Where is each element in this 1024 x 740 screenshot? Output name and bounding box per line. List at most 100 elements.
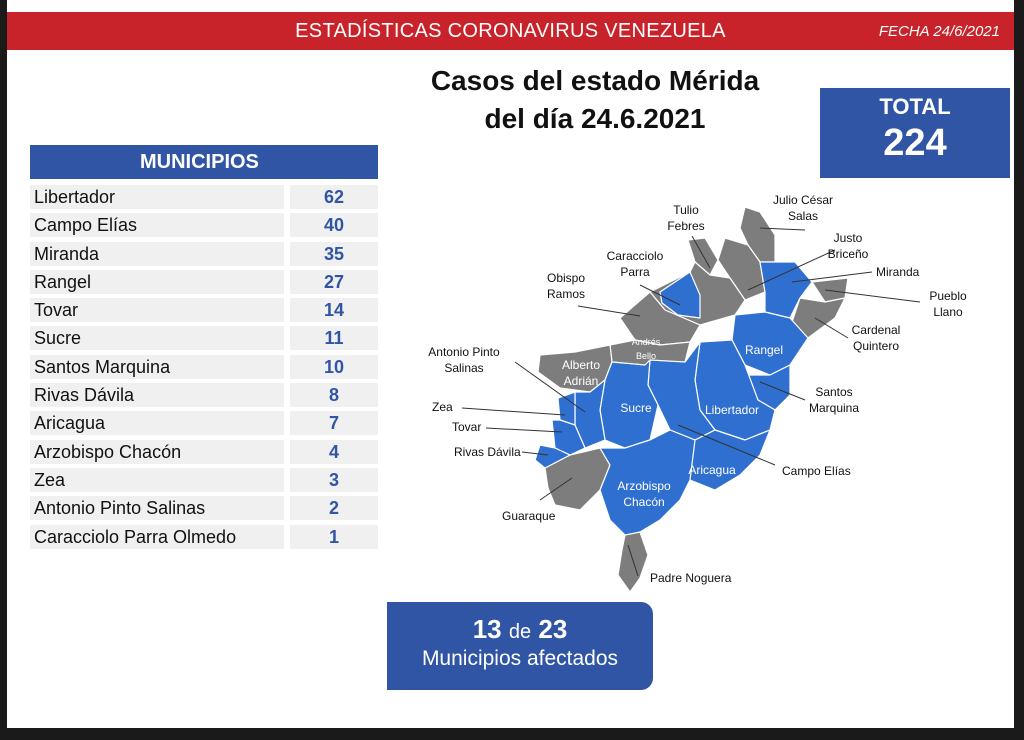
row-value: 8 — [290, 383, 378, 408]
row-value: 40 — [290, 213, 378, 238]
row-value: 11 — [290, 326, 378, 351]
header-banner: ESTADÍSTICAS CORONAVIRUS VENEZUELA FECHA… — [7, 12, 1014, 50]
row-name: Antonio Pinto Salinas — [30, 496, 284, 521]
label-cardenal-2: Quintero — [853, 339, 899, 353]
leader-cardenal — [814, 317, 849, 339]
label-guaraque: Guaraque — [502, 509, 556, 523]
table-row: Miranda 35 — [30, 240, 380, 268]
row-value: 10 — [290, 354, 378, 379]
total-box: TOTAL 224 — [820, 88, 1010, 178]
total-label: TOTAL — [879, 94, 951, 119]
region-caracciolo-parra — [659, 271, 701, 319]
leader-guaraque — [539, 477, 573, 501]
total-value: 224 — [883, 122, 947, 164]
label-tovar: Tovar — [452, 420, 481, 434]
label-caracciolo-2: Parra — [620, 265, 650, 279]
row-value: 7 — [290, 411, 378, 436]
label-caracciolo-1: Caracciolo — [607, 249, 664, 263]
leader-tulio — [691, 235, 711, 269]
frame-left — [0, 0, 7, 740]
row-name: Santos Marquina — [30, 354, 284, 379]
leader-obispo — [577, 305, 641, 317]
page-title-line1: Casos del estado Mérida — [430, 65, 760, 96]
label-tulio-1: Tulio — [673, 203, 699, 217]
leader-pueblo — [824, 289, 921, 303]
label-antonio-2: Salinas — [444, 361, 483, 375]
page-title-line2: del día 24.6.2021 — [484, 103, 706, 134]
row-name: Libertador — [30, 185, 284, 209]
affected-box: 13 de 23 Municipios afectados — [387, 602, 653, 690]
row-value: 62 — [290, 185, 378, 209]
row-name: Tovar — [30, 298, 284, 323]
row-name: Rangel — [30, 269, 284, 294]
label-justo-1: Justo — [834, 231, 863, 245]
row-value: 4 — [290, 439, 378, 464]
label-arzobispo-2: Chacón — [623, 495, 664, 509]
row-value: 27 — [290, 269, 378, 294]
row-value: 35 — [290, 241, 378, 266]
label-cardenal-1: Cardenal — [852, 323, 901, 337]
row-value: 14 — [290, 298, 378, 323]
page-title: Casos del estado Mérida del día 24.6.202… — [370, 62, 820, 138]
municipios-table: Libertador 62 Campo Elías 40 Miranda 35 Ran… — [30, 183, 380, 551]
label-julio-2: Salas — [788, 209, 818, 223]
leader-justo — [747, 249, 836, 291]
affected-count: 13 — [472, 614, 502, 644]
banner-date: FECHA 24/6/2021 — [878, 23, 1000, 40]
frame-bottom — [0, 728, 1024, 740]
label-rangel: Rangel — [745, 343, 783, 357]
leader-padre — [627, 544, 639, 577]
leader-antonio — [514, 361, 586, 413]
merida-map: Tulio Febres Julio César Salas Justo Bri… — [428, 193, 967, 593]
leader-rivas — [521, 451, 549, 456]
row-name: Zea — [30, 467, 284, 492]
leader-campo — [677, 424, 776, 466]
region-rivas-davila — [534, 444, 571, 469]
table-row: Tovar 14 — [30, 296, 380, 324]
label-arzobispo-1: Arzobispo — [617, 479, 671, 493]
row-name: Miranda — [30, 241, 284, 266]
label-padre: Padre Noguera — [650, 571, 732, 585]
leader-julio — [759, 227, 806, 231]
label-alberto-1: Alberto — [562, 358, 600, 372]
table-row: Campo Elías 40 — [30, 211, 380, 239]
label-alberto-2: Adrián — [564, 374, 599, 388]
row-value: 2 — [290, 496, 378, 521]
table-row: Santos Marquina 10 — [30, 353, 380, 381]
label-sucre: Sucre — [620, 401, 652, 415]
table-row: Zea 3 — [30, 466, 380, 494]
region-justo-briceno — [717, 237, 766, 301]
affected-connector: de — [508, 621, 532, 643]
leader-caracciolo — [639, 284, 681, 306]
table-row: Rivas Dávila 8 — [30, 381, 380, 409]
leader-tovar — [485, 427, 563, 433]
banner-title: ESTADÍSTICAS CORONAVIRUS VENEZUELA — [295, 20, 726, 42]
row-name: Sucre — [30, 326, 284, 351]
region-aricagua — [679, 429, 771, 491]
label-obispo-1: Obispo — [547, 271, 585, 285]
label-santos-1: Santos — [815, 385, 852, 399]
label-justo-2: Briceño — [828, 247, 869, 261]
leader-santos — [759, 381, 806, 401]
label-obispo-2: Ramos — [547, 287, 585, 301]
row-name: Aricagua — [30, 411, 284, 436]
label-julio-1: Julio César — [773, 193, 833, 207]
label-antonio-1: Antonio Pinto — [428, 345, 500, 359]
row-name: Campo Elías — [30, 213, 284, 238]
label-campo: Campo Elías — [782, 464, 851, 478]
affected-total: 23 — [538, 614, 568, 644]
row-name: Caracciolo Parra Olmedo — [30, 524, 284, 549]
table-row: Aricagua 7 — [30, 409, 380, 437]
label-aricagua: Aricagua — [688, 463, 736, 477]
affected-label: Municipios afectados — [421, 647, 619, 670]
region-arzobispo-chacon — [599, 429, 696, 536]
label-pueblo-1: Pueblo — [929, 289, 967, 303]
table-row: Sucre 11 — [30, 324, 380, 352]
label-tulio-2: Febres — [667, 219, 704, 233]
label-pueblo-2: Llano — [933, 305, 963, 319]
table-row: Caracciolo Parra Olmedo 1 — [30, 523, 380, 551]
label-zea: Zea — [432, 400, 453, 414]
row-name: Rivas Dávila — [30, 383, 284, 408]
label-andres-1: Andrés — [632, 337, 661, 347]
affected-count-line: 13 de 23 — [387, 614, 653, 645]
